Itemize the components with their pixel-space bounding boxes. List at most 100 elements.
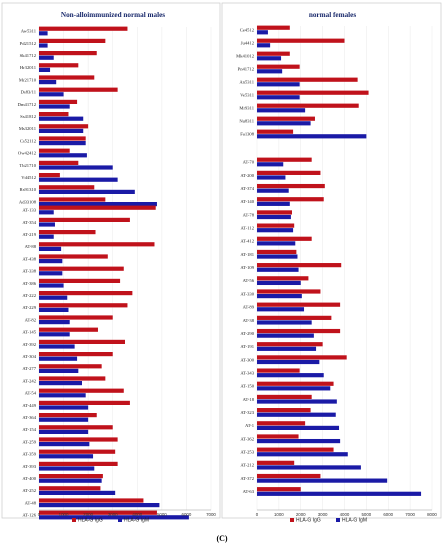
- bar-igm: [39, 490, 116, 495]
- bar-igm: [39, 356, 78, 361]
- bar-igg: [39, 461, 118, 466]
- chart-title: Non-alloimmunized normal males: [61, 11, 165, 19]
- bar-igm: [257, 108, 306, 113]
- bar-igg: [257, 38, 345, 43]
- bar-igg: [39, 510, 157, 515]
- category-label: AT-212: [240, 463, 254, 468]
- legend-swatch: [290, 518, 294, 522]
- bar-igm: [39, 259, 63, 264]
- bar-igg: [257, 302, 341, 307]
- category-label: AT-259: [22, 439, 36, 444]
- chart-title: normal females: [309, 11, 357, 19]
- bar-igm: [39, 320, 70, 325]
- category-label: An5311: [239, 80, 254, 85]
- bar-igg: [39, 26, 128, 31]
- legend-label: HLA-G IgG: [78, 518, 103, 524]
- category-label: Ce4512: [240, 28, 255, 33]
- bar-igg: [257, 170, 321, 175]
- bar-igm: [39, 67, 51, 72]
- bar-igg: [257, 342, 323, 347]
- bar-igg: [257, 473, 321, 479]
- bar-igm: [257, 56, 282, 61]
- bar-igg: [257, 249, 297, 255]
- bar-igg: [257, 289, 321, 294]
- bar-igm: [39, 80, 57, 85]
- category-label: Ms32011: [19, 126, 37, 131]
- bar-igm: [39, 478, 102, 483]
- bar-igg: [257, 381, 334, 386]
- category-label: AT-364: [22, 415, 36, 420]
- bar-igg: [39, 437, 118, 442]
- category-label: AT-359: [22, 452, 36, 457]
- x-tick-label: 4000: [340, 512, 350, 517]
- category-label: Ss41812: [20, 114, 37, 119]
- category-label: Nu8311: [239, 119, 254, 124]
- category-label: Dm41712: [18, 102, 37, 107]
- bar-igm: [39, 116, 84, 121]
- bar-igg: [39, 352, 113, 357]
- bar-igg: [257, 116, 315, 121]
- category-label: AT-290: [240, 331, 254, 336]
- category-label: AT-338: [22, 269, 36, 274]
- bar-igg: [257, 434, 299, 439]
- bar-igg: [257, 315, 332, 320]
- x-tick-label: 3000: [108, 512, 118, 517]
- bar-igg: [39, 38, 106, 43]
- x-tick-label: 7000: [405, 512, 415, 517]
- category-label: AT-88: [25, 244, 37, 249]
- bar-igm: [39, 189, 135, 194]
- bar-igg: [39, 148, 70, 153]
- bar-igm: [39, 417, 89, 422]
- bar-igm: [257, 228, 294, 233]
- bar-igg: [257, 51, 290, 56]
- bar-igg: [39, 327, 98, 332]
- legend: HLA-G IgG HLA-G IgM: [290, 518, 367, 524]
- bar-igg: [257, 263, 342, 268]
- bar-igg: [257, 487, 301, 492]
- category-label: AT-242: [22, 378, 36, 383]
- category-label: Aw5311: [21, 29, 37, 34]
- bar-igg: [39, 425, 113, 430]
- category-label: AT-438: [22, 256, 36, 261]
- category-label: Tb21710: [19, 163, 36, 168]
- bar-igm: [257, 307, 305, 312]
- bar-igg: [257, 197, 324, 202]
- category-label: Pn41712: [238, 67, 255, 72]
- category-label: AT-38: [243, 318, 255, 323]
- category-label: Rs91310: [20, 187, 37, 192]
- bar-igm: [257, 320, 312, 325]
- bar-igm: [39, 381, 82, 386]
- x-tick-label: 7000: [206, 512, 216, 517]
- x-tick-label: 6000: [182, 512, 192, 517]
- x-tick-label: 5000: [361, 512, 371, 517]
- bar-igm: [257, 95, 300, 100]
- bar-igm: [39, 429, 89, 434]
- bar-igg: [39, 364, 102, 369]
- figure-caption: (C): [216, 534, 227, 543]
- bar-igm: [257, 280, 301, 286]
- category-label: Pd21512: [20, 41, 37, 46]
- bar-igm: [39, 153, 87, 158]
- panel-frame-females: [221, 2, 442, 519]
- bar-igg: [39, 303, 128, 308]
- bar-igg: [39, 87, 118, 92]
- bar-igg: [39, 242, 155, 247]
- bar-igm: [39, 177, 118, 182]
- chart-females: normal females Ce4512 Ju4412 Mk41012 Pn41712…: [236, 11, 437, 524]
- bar-igm: [39, 307, 69, 312]
- category-label: Ve5311: [240, 93, 255, 98]
- bar-igg: [257, 64, 300, 69]
- chart-males: Non-alloimmunized normal males Aw5311 Pd21…: [18, 11, 217, 524]
- bar-igg: [39, 124, 89, 129]
- category-label: AT-112: [241, 226, 255, 231]
- category-label: AT-372: [240, 476, 254, 481]
- bar-igm: [257, 452, 348, 457]
- bar-igg: [257, 368, 300, 373]
- bar-igg: [39, 205, 156, 210]
- legend-swatch: [336, 518, 340, 522]
- bar-igg: [39, 63, 79, 68]
- bar-igg: [39, 136, 86, 141]
- category-label: Ds83/11: [21, 90, 37, 95]
- bar-igm: [257, 214, 291, 220]
